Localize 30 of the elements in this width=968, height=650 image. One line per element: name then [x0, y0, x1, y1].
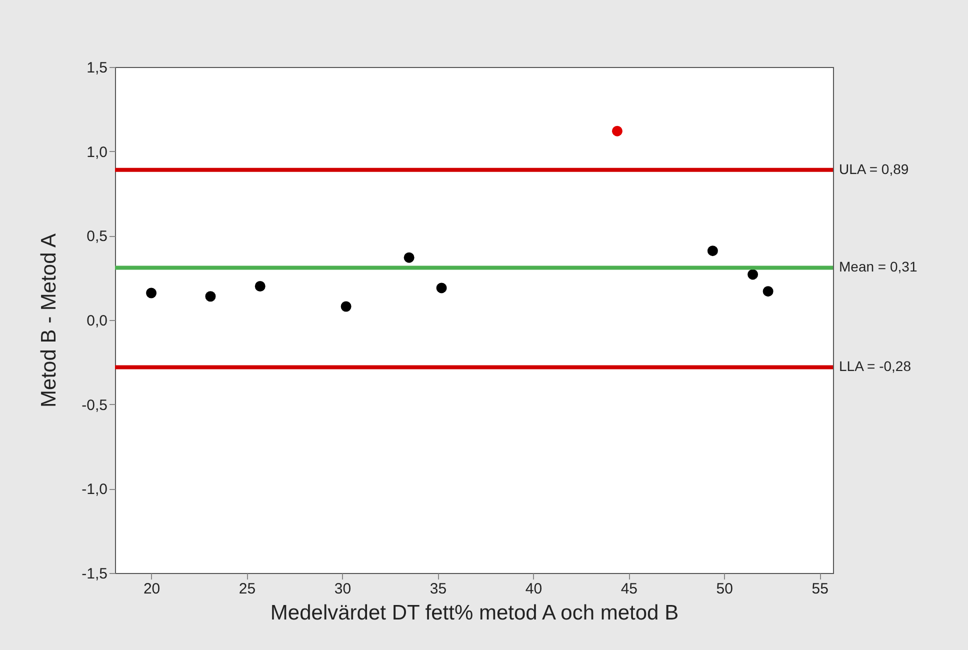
x-tick-label: 35 [430, 580, 447, 598]
x-tick-label: 20 [143, 580, 160, 598]
point [707, 246, 718, 256]
y-axis-title: Metod B - Metod A [38, 234, 61, 408]
y-tick-label: 0,5 [86, 228, 108, 246]
point [436, 282, 447, 294]
y-tick-label: -1,0 [82, 481, 108, 498]
point [612, 126, 622, 136]
point [146, 288, 157, 298]
ref-line-label: ULA = 0,89 [839, 160, 909, 177]
x-tick-label: 55 [812, 580, 828, 598]
ref-line-label: LLA = -0,28 [839, 358, 912, 374]
x-tick-label: 30 [334, 580, 352, 598]
y-tick-label: -0,5 [82, 396, 108, 414]
y-tick-label: -1,5 [82, 566, 108, 582]
y-tick-label: 1,5 [86, 60, 108, 76]
point [340, 301, 352, 312]
point [748, 269, 758, 280]
ref-line-label: Mean = 0,31 [839, 258, 918, 275]
x-tick-label: 40 [525, 580, 542, 598]
point [404, 252, 414, 263]
y-tick-label: 1,0 [86, 144, 108, 161]
point [205, 291, 216, 302]
point [762, 286, 774, 297]
x-tick-label: 45 [620, 580, 638, 598]
x-axis-title: Medelvärdet DT fett% metod A och metod B [270, 602, 679, 624]
x-tick-label: 25 [238, 580, 256, 598]
x-tick-label: 50 [716, 580, 733, 598]
y-tick-label: 0,0 [86, 312, 108, 330]
point [254, 281, 266, 292]
